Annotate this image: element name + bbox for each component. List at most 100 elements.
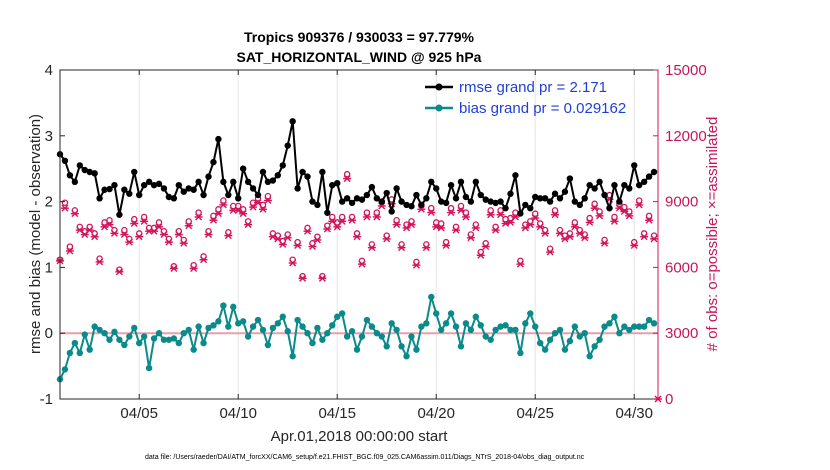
rmse-point: [274, 172, 282, 179]
legend-bias-label: bias grand pr = 0.029162: [459, 100, 626, 117]
obs-assimilated-point: [565, 233, 574, 241]
bias-point: [111, 328, 118, 336]
rmse-point: [561, 188, 569, 195]
rmse-point: [497, 198, 504, 205]
obs-assimilated-point: [645, 216, 654, 224]
bias-point: [413, 346, 420, 353]
obs-assimilated-point: [318, 274, 327, 282]
obs-assimilated-point: [595, 212, 604, 220]
obs-assimilated-point: [412, 261, 421, 269]
bias-point: [353, 346, 361, 353]
bias-point: [527, 310, 534, 317]
bias-point: [264, 341, 272, 349]
bias-point: [175, 339, 183, 347]
rmse-point: [81, 166, 88, 174]
y-axis-label: rmse and bias (model - observation): [27, 114, 44, 354]
bias-point: [472, 313, 480, 320]
bias-point: [576, 333, 583, 340]
bias-point: [601, 323, 608, 330]
bias-point: [581, 330, 588, 337]
rmse-point: [368, 183, 376, 191]
right-axis: 0 3000 6000 9000 12000 15000: [653, 62, 707, 408]
obs-possible-point: [363, 209, 371, 216]
obs-possible-point: [239, 206, 247, 213]
y2-tick-label-1: 3000: [665, 325, 698, 342]
bias-point: [363, 316, 371, 324]
obs-assimilated-point: [70, 210, 79, 218]
bias-point: [536, 339, 544, 347]
obs-assimilated-point: [125, 238, 134, 246]
obs-assimilated-point: [402, 224, 411, 232]
rmse-point: [408, 203, 415, 210]
obs-assimilated-point: [516, 260, 525, 268]
obs-assimilated-point: [536, 223, 545, 231]
rmse-point: [640, 178, 648, 186]
rmse-point: [418, 201, 425, 209]
rmse-point: [621, 181, 628, 189]
rmse-point: [571, 198, 579, 205]
rmse-point: [398, 198, 405, 205]
bias-point: [150, 335, 158, 342]
bias-point: [571, 323, 579, 330]
bias-point: [348, 328, 356, 335]
rmse-point: [437, 198, 445, 205]
rmse-point: [626, 185, 633, 192]
bias-point: [457, 343, 465, 350]
bias-point: [220, 302, 227, 309]
obs-possible-point: [531, 210, 539, 217]
rmse-point: [319, 168, 326, 176]
obs-assimilated-point: [610, 217, 619, 225]
rmse-point: [383, 189, 390, 197]
rmse-series: [56, 118, 658, 218]
obs-assimilated-point: [506, 218, 515, 226]
bias-point: [378, 333, 385, 340]
rmse-point: [76, 162, 84, 169]
obs-possible-point: [185, 218, 192, 225]
rmse-point: [502, 204, 509, 212]
obs-assimilated-point: [585, 218, 594, 226]
obs-possible-point: [121, 226, 128, 234]
bias-point: [244, 333, 252, 340]
rmse-point: [200, 191, 207, 199]
rmse-point: [546, 198, 554, 205]
rmse-point: [482, 196, 489, 203]
bias-point: [408, 333, 415, 340]
obs-assimilated-point: [466, 234, 475, 242]
obs-possible-point: [333, 219, 341, 226]
rmse-point: [61, 157, 69, 165]
bias-point: [532, 323, 539, 330]
obs-possible-point: [487, 207, 494, 214]
obs-assimilated-point: [283, 234, 292, 242]
obs-possible-point: [428, 204, 435, 212]
rmse-point: [358, 196, 366, 203]
rmse-point: [210, 158, 217, 166]
obs-assimilated-point: [526, 221, 535, 229]
bias-point: [145, 364, 153, 372]
y-tick-label-2: 1: [45, 259, 53, 276]
obs-assimilated-point: [308, 243, 317, 251]
obs-possible-point: [586, 214, 593, 222]
rmse-point: [586, 181, 593, 189]
rmse-point: [631, 162, 638, 169]
obs-assimilated-point: [481, 243, 490, 251]
legend: rmse grand pr = 2.171 bias grand pr = 0.…: [425, 79, 626, 117]
rmse-point: [111, 181, 118, 189]
y-tick-label-3: 2: [45, 194, 53, 211]
obs-assimilated-point: [521, 224, 530, 232]
bias-point: [235, 320, 242, 327]
rmse-point: [195, 178, 202, 186]
rmse-point: [170, 195, 178, 202]
obs-assimilated-point: [382, 235, 391, 243]
rmse-point: [284, 142, 291, 149]
obs-possible-point: [61, 199, 69, 206]
bias-point: [358, 333, 366, 340]
bias-point: [319, 336, 326, 343]
y-tick-label-0: -1: [40, 391, 53, 408]
obs-assimilated-point: [630, 241, 639, 249]
obs-assimilated-point: [600, 239, 609, 247]
rmse-point: [348, 199, 356, 207]
obs-assimilated-point: [189, 265, 198, 272]
bias-point: [249, 323, 257, 330]
rmse-point: [581, 195, 588, 202]
obs-assimilated-point: [338, 217, 347, 225]
